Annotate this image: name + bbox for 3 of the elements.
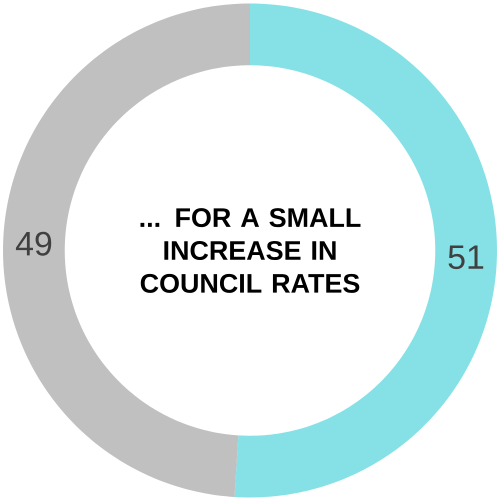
text: ... FOR A SMALL INCREASE IN COUNCIL RATES [140,208,360,293]
data-label: 51 [448,245,484,270]
data-label: 49 [16,232,52,256]
